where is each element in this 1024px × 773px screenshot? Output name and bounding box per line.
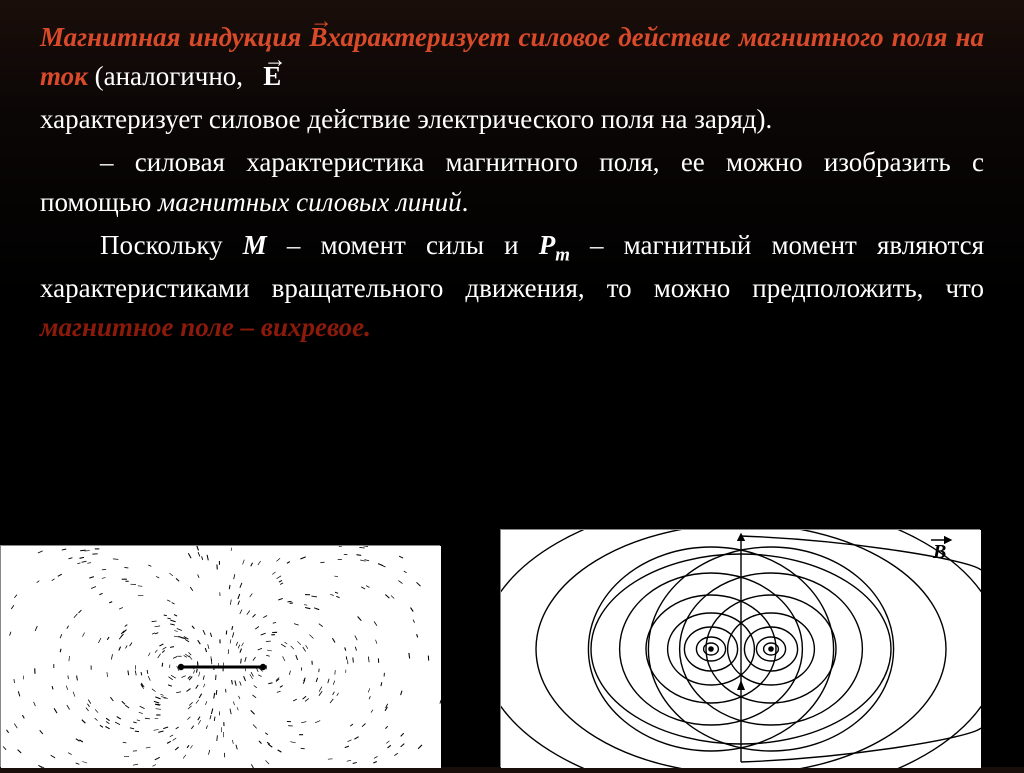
paragraph-1: Магнитная индукция Bхарактеризует силово… (40, 18, 984, 96)
figure-iron-filings (0, 545, 440, 767)
emphasis-vortex-field: магнитное поле – вихревое. (40, 312, 371, 342)
field-lines-svg: B (501, 530, 981, 768)
plain-text: (аналогично, (88, 61, 250, 91)
slide-text-body: Магнитная индукция Bхарактеризует силово… (0, 0, 1024, 347)
var-M: M (243, 230, 267, 260)
plain-text: Поскольку (100, 230, 243, 260)
paragraph-2: характеризует силовое действие электриче… (40, 100, 984, 139)
paragraph-4: Поскольку M – момент силы и Pm – магнитн… (40, 226, 984, 347)
plain-text: – момент силы и (267, 230, 539, 260)
vector-B-label: B (932, 541, 946, 563)
paragraph-3: – силовая характеристика магнитного поля… (40, 143, 984, 221)
emphasis-field-lines: магнитных силовых линий (158, 187, 462, 217)
plain-text: характеризует силовое действие электриче… (40, 104, 772, 134)
figure-field-lines: B (500, 529, 980, 767)
plain-text: . (462, 187, 469, 217)
var-Pm: Pm (539, 230, 570, 260)
vector-B-symbol: B (309, 18, 327, 57)
iron-filings-svg (1, 546, 441, 768)
figure-row: B (0, 529, 1024, 767)
vector-E-symbol: E (263, 57, 281, 96)
